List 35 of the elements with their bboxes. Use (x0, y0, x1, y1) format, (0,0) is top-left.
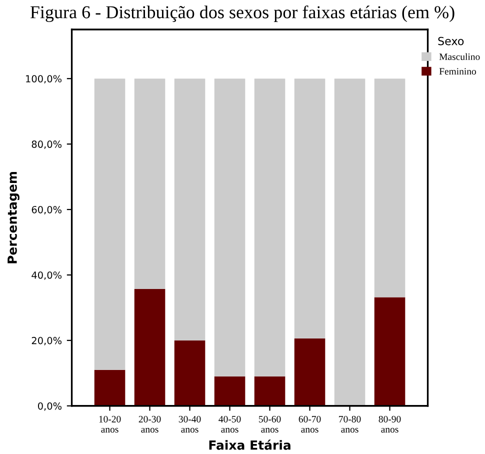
bar (334, 78, 366, 406)
bar (294, 338, 326, 406)
bar (94, 78, 126, 370)
y-tick-label: 20,0% (32, 336, 62, 346)
bar (254, 78, 286, 376)
x-tick-label: 60-70 anos (298, 416, 321, 433)
x-tick-label: 40-50 anos (218, 416, 241, 433)
y-tick-label: 40,0% (32, 271, 62, 280)
bar (134, 289, 166, 406)
chart-title: Figura 6 - Distribuição dos sexos por faixas etárias (em %) (30, 5, 454, 22)
y-axis-title: Percentagem (8, 172, 20, 264)
bar (374, 78, 406, 298)
x-tick-label: 10-20 anos (99, 416, 121, 433)
bar (214, 78, 246, 376)
x-tick-label: 80-90 anos (378, 416, 401, 433)
bar (214, 376, 246, 406)
bar (374, 297, 406, 406)
bar (174, 340, 206, 406)
y-tick-label: 60,0% (32, 206, 62, 214)
y-tick-label: 0,0% (38, 402, 62, 411)
legend-label: Feminino (439, 68, 476, 75)
x-tick-label: 20-30 anos (138, 416, 161, 433)
legend-title: Sexo (438, 36, 464, 46)
bar (254, 376, 286, 406)
legend-label: Masculino (439, 53, 480, 60)
x-tick-label: 30-40 anos (178, 416, 201, 433)
x-tick-label: 70-80 anos (339, 416, 361, 433)
x-tick-label: 50-60 anos (259, 416, 281, 433)
bar (294, 78, 326, 338)
y-tick-label: 80,0% (32, 140, 62, 149)
bar (94, 370, 126, 406)
bar (134, 78, 166, 290)
x-axis-title: Faixa Etária (209, 440, 290, 450)
y-tick-label: 100,0% (26, 75, 62, 84)
bar (174, 78, 206, 340)
